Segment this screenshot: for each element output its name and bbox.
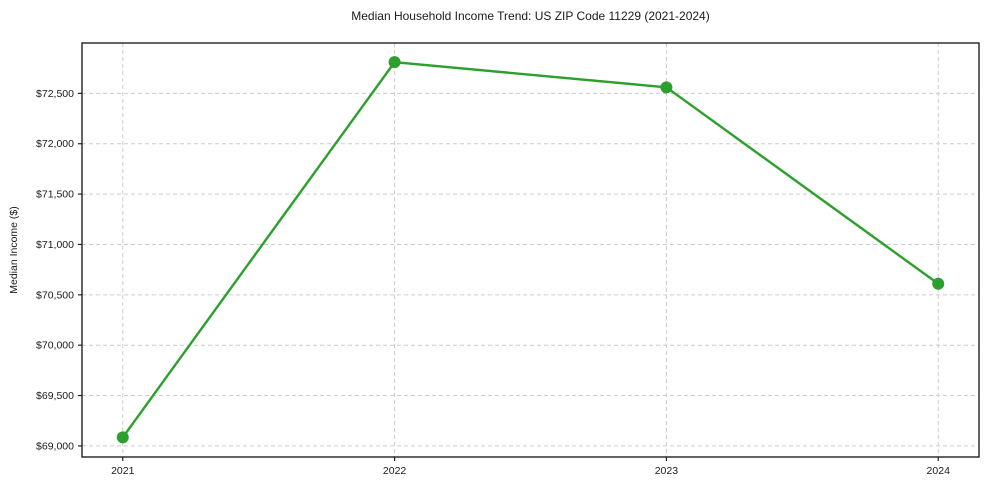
x-tick-label: 2022 bbox=[383, 465, 407, 477]
y-tick-label: $71,500 bbox=[36, 189, 74, 201]
data-point bbox=[388, 56, 401, 69]
x-tick-label: 2024 bbox=[927, 465, 951, 477]
data-point bbox=[660, 81, 673, 94]
x-tick-label: 2021 bbox=[111, 465, 135, 477]
y-tick-label: $69,500 bbox=[36, 390, 74, 402]
plot-frame bbox=[81, 42, 980, 458]
y-tick-label: $70,000 bbox=[36, 340, 74, 352]
chart-title: Median Household Income Trend: US ZIP Co… bbox=[351, 9, 710, 23]
data-point bbox=[116, 431, 129, 444]
y-tick-label: $72,000 bbox=[36, 138, 74, 150]
trend-line bbox=[121, 60, 940, 439]
y-tick-label: $71,000 bbox=[36, 239, 74, 251]
y-axis-title: Median Income ($) bbox=[8, 206, 20, 294]
data-point bbox=[932, 277, 945, 290]
y-tick-label: $72,500 bbox=[36, 88, 74, 100]
y-tick-label: $69,000 bbox=[36, 440, 74, 452]
x-tick-label: 2023 bbox=[655, 465, 679, 477]
y-tick-label: $70,500 bbox=[36, 289, 74, 301]
